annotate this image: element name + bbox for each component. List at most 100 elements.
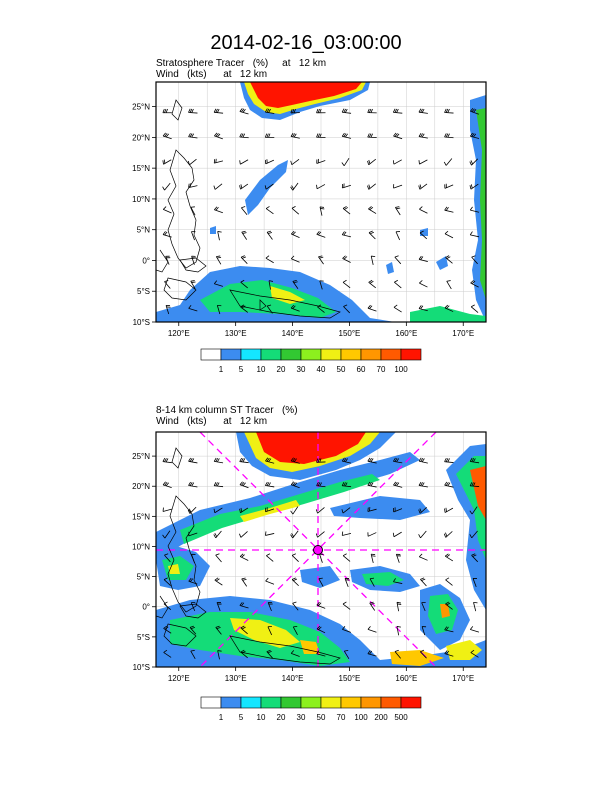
colorbar-swatch — [240, 696, 262, 709]
wind-barb — [165, 255, 171, 265]
colorbar-label: 20 — [277, 713, 286, 722]
lat-tick-label: 10°N — [132, 195, 150, 204]
lon-tick-label: 130°E — [225, 329, 247, 338]
colorbar-label: 50 — [337, 365, 346, 374]
wind-barb — [393, 304, 402, 313]
wind-barb — [290, 650, 300, 657]
wind-barb — [444, 481, 454, 488]
wind-barb — [318, 255, 324, 265]
wind-barb — [316, 108, 326, 114]
wind-barb — [443, 531, 453, 538]
wind-barb — [239, 481, 249, 489]
wind-barb — [316, 458, 326, 463]
wind-barb — [367, 133, 377, 139]
wind-barb — [419, 230, 428, 240]
wind-barb — [471, 553, 479, 563]
wind-barb — [162, 231, 172, 238]
wind-barb — [162, 108, 172, 114]
wind-barb — [162, 182, 171, 191]
colorbar-swatch — [380, 348, 402, 361]
lon-tick-label: 130°E — [225, 674, 247, 683]
wind-barb — [239, 531, 248, 538]
wind-barb — [469, 206, 480, 213]
wind-barb — [290, 132, 300, 139]
wind-barb — [420, 577, 427, 587]
top-coastlines — [156, 99, 341, 319]
lon-tick-label: 150°E — [339, 674, 361, 683]
wind-barb — [292, 626, 298, 636]
colorbar-label: 200 — [374, 713, 388, 722]
wind-barb — [267, 602, 273, 612]
wind-barb — [367, 626, 377, 633]
wind-barb — [188, 457, 198, 464]
wind-barb — [342, 279, 351, 289]
wind-barb — [444, 183, 454, 189]
wind-barb — [290, 182, 299, 191]
wind-barb — [239, 553, 249, 561]
wind-barb — [164, 279, 171, 289]
wind-barb — [395, 206, 401, 216]
wind-barb — [367, 650, 377, 657]
top-tracer-field — [156, 82, 486, 322]
wind-barb — [188, 108, 198, 114]
lon-tick-label: 160°E — [395, 674, 417, 683]
wind-barb — [162, 132, 172, 140]
wind-barb — [418, 305, 428, 312]
colorbar-swatch — [340, 348, 362, 361]
colorbar-swatch — [260, 696, 282, 709]
colorbar-swatch — [400, 348, 422, 361]
wind-barb — [342, 255, 351, 263]
wind-barb — [291, 577, 299, 587]
wind-barb — [342, 553, 351, 562]
wind-barb — [290, 457, 300, 464]
wind-barb — [165, 304, 171, 315]
wind-barb — [162, 206, 172, 214]
wind-barb — [394, 255, 402, 265]
wind-barb — [316, 184, 326, 190]
wind-barb — [190, 206, 196, 216]
colorbar-swatch — [280, 696, 302, 709]
wind-barb — [444, 206, 454, 213]
wind-barb — [163, 649, 172, 658]
wind-barb — [367, 481, 377, 488]
wind-barb — [369, 577, 375, 587]
colorbar-label: 70 — [377, 365, 386, 374]
colorbar-label: 1 — [219, 713, 224, 722]
wind-barb — [213, 158, 224, 164]
wind-barb — [342, 206, 351, 215]
wind-barb — [367, 108, 377, 114]
wind-barb — [341, 132, 352, 139]
colorbar-label: 50 — [317, 713, 326, 722]
wind-barb — [292, 280, 299, 289]
wind-barb — [341, 231, 352, 238]
wind-barb — [316, 133, 326, 138]
top-map-panel: 120°E 130°E 140°E 150°E 160°E 170°E 10°S 5°S 0° 5… — [132, 81, 487, 338]
wind-barb — [316, 601, 326, 609]
wind-barb — [418, 506, 427, 514]
wind-barb — [239, 183, 249, 190]
wind-barb — [188, 305, 198, 312]
lat-tick-label: 15°N — [132, 512, 150, 521]
wind-barb — [393, 578, 403, 584]
wind-barb — [368, 230, 376, 240]
wind-barb — [319, 553, 324, 563]
wind-barb — [418, 530, 427, 539]
lon-tick-label: 140°E — [282, 329, 304, 338]
wind-barb — [472, 578, 478, 587]
wind-barb — [291, 553, 299, 562]
wind-barb — [163, 577, 171, 586]
wind-barb — [470, 107, 479, 115]
wind-barb — [419, 280, 428, 288]
colorbar-label: 30 — [297, 365, 306, 374]
wind-barb — [187, 506, 197, 514]
bottom-axes: 120°E 130°E 140°E 150°E 160°E 170°E 10°S 5°S 0° 5… — [132, 452, 474, 683]
wind-barb — [367, 183, 376, 190]
wind-barb — [368, 206, 377, 214]
wind-barb — [290, 304, 300, 312]
bottom-wind-barbs — [162, 457, 480, 660]
wind-barb — [396, 601, 402, 612]
bottom-tracer-field — [156, 432, 486, 667]
lat-tick-label: 0° — [142, 256, 150, 265]
wind-barb — [316, 625, 326, 634]
wind-barb — [318, 577, 324, 587]
